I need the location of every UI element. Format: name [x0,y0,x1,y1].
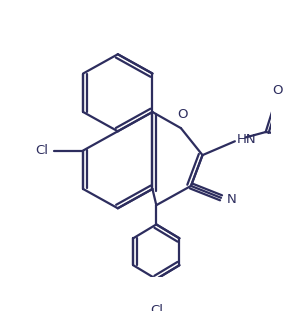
Text: O: O [177,108,188,121]
Text: O: O [272,84,282,97]
Text: N: N [227,193,237,206]
Text: Cl: Cl [150,304,163,311]
Text: HN: HN [237,133,257,146]
Text: Cl: Cl [36,144,49,157]
